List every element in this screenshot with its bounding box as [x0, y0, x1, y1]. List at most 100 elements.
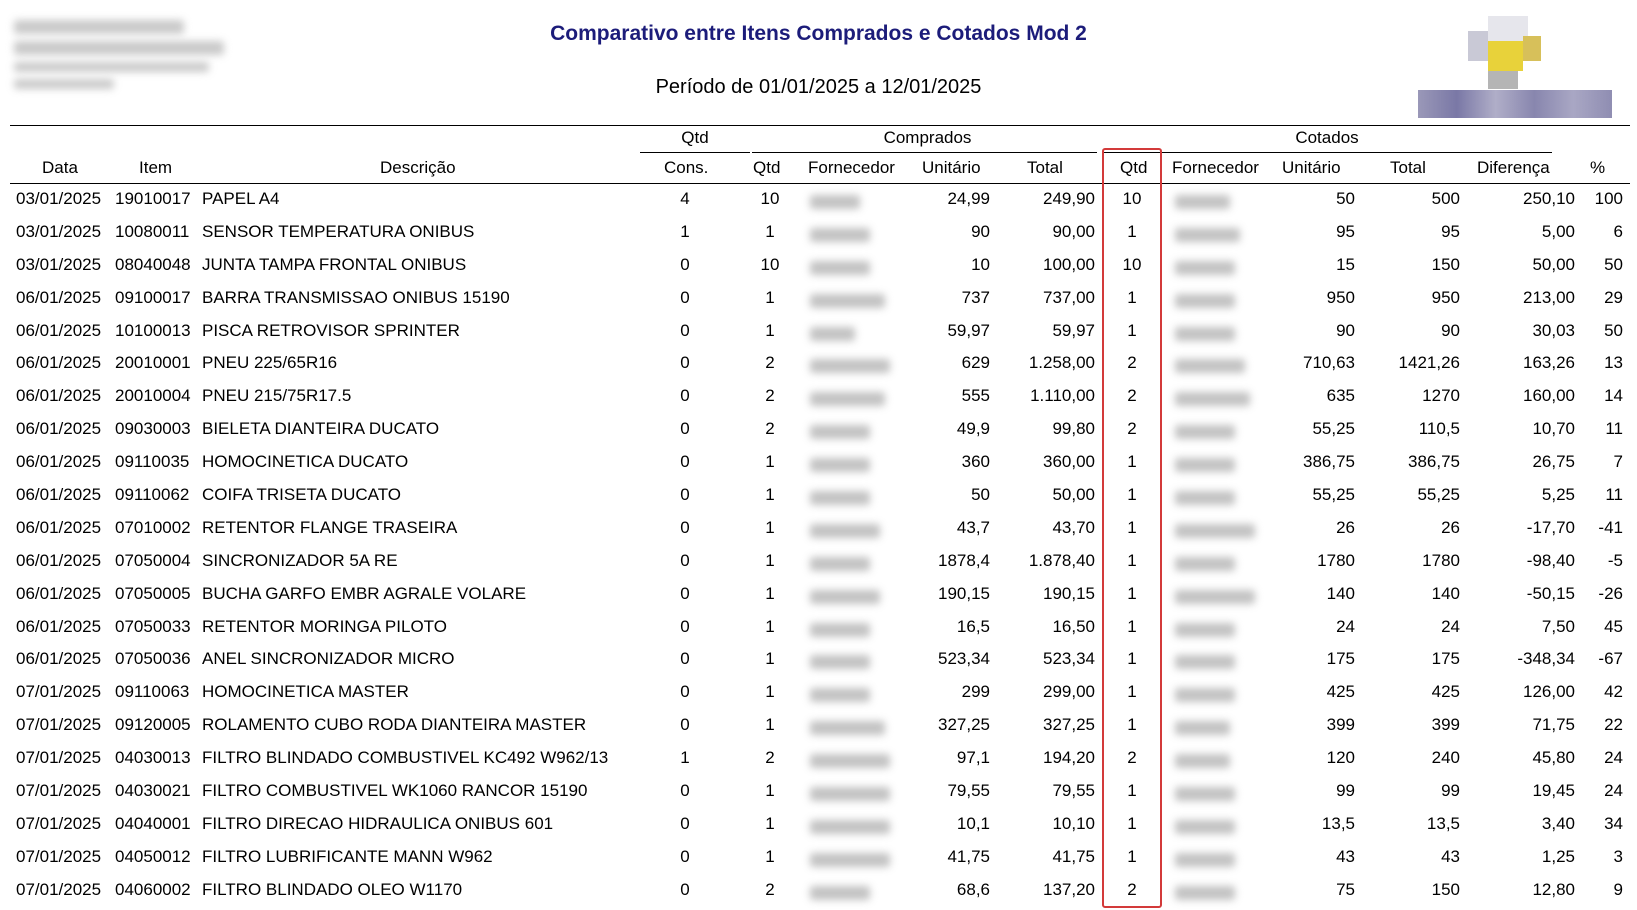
cell-qtd: 1 — [765, 715, 775, 735]
cell-desc: COIFA TRISETA DUCATO — [202, 485, 402, 505]
cell-unit-cot: 140 — [1326, 583, 1355, 603]
cell-qtd-cot: 1 — [1127, 682, 1137, 702]
cell-cons: 0 — [680, 287, 690, 307]
supplier-name-redacted — [810, 491, 870, 506]
table-row: 07/01/2025 04030021 FILTRO COMBUSTIVEL WK1… — [0, 778, 1637, 811]
cell-unit: 555 — [961, 386, 990, 406]
cell-dif: -98,40 — [1526, 550, 1575, 570]
cell-item: 04050012 — [115, 846, 191, 866]
cell-pct: 22 — [1604, 715, 1623, 735]
cell-pct: 50 — [1604, 254, 1623, 274]
group-qtd-rule — [640, 152, 750, 153]
supplier-name-redacted — [810, 655, 870, 670]
cell-total-cot: 1780 — [1422, 550, 1460, 570]
table-row: 07/01/2025 04030013 FILTRO BLINDADO COMBUS… — [0, 745, 1637, 778]
cell-qtd-cot: 2 — [1127, 353, 1137, 373]
cell-total-cot: 1270 — [1422, 386, 1460, 406]
cell-cons: 0 — [680, 846, 690, 866]
quoted-supplier-name-redacted — [1175, 556, 1235, 571]
cell-unit: 737 — [961, 287, 990, 307]
report-title: Comparativo entre Itens Comprados e Cota… — [550, 22, 1087, 45]
cell-unit-cot: 13,5 — [1321, 813, 1355, 833]
cell-desc: BUCHA GARFO EMBR AGRALE VOLARE — [202, 583, 527, 603]
cell-data: 06/01/2025 — [16, 485, 102, 505]
cell-cons: 0 — [680, 419, 690, 439]
quoted-supplier-name-redacted — [1175, 655, 1235, 670]
cell-data: 07/01/2025 — [16, 879, 102, 899]
cell-unit-cot: 43 — [1336, 846, 1355, 866]
cell-dif: 1,25 — [1541, 846, 1575, 866]
quoted-supplier-name-redacted — [1175, 622, 1235, 637]
cell-desc: FILTRO BLINDADO COMBUSTIVEL KC492 W962/1… — [202, 748, 609, 768]
cell-total: 79,55 — [1052, 781, 1095, 801]
quoted-supplier-name-redacted — [1175, 688, 1235, 703]
cell-cons: 0 — [680, 254, 690, 274]
cell-total: 90,00 — [1052, 221, 1095, 241]
cell-unit: 299 — [961, 682, 990, 702]
supplier-name-redacted — [810, 326, 855, 341]
cell-data: 03/01/2025 — [16, 221, 102, 241]
cell-total: 16,50 — [1052, 616, 1095, 636]
cell-qtd: 1 — [765, 287, 775, 307]
cell-dif: 250,10 — [1523, 189, 1575, 208]
cell-qtd-cot: 1 — [1127, 649, 1137, 669]
col-qtd: Qtd — [753, 158, 781, 177]
cell-cons: 0 — [680, 781, 690, 801]
cell-total-cot: 13,5 — [1426, 813, 1460, 833]
cell-cons: 0 — [680, 353, 690, 373]
cell-data: 06/01/2025 — [16, 419, 102, 439]
cell-unit-cot: 386,75 — [1303, 452, 1355, 472]
cell-qtd-cot: 1 — [1127, 583, 1137, 603]
cell-qtd: 2 — [765, 879, 775, 899]
cell-desc: FILTRO COMBUSTIVEL WK1060 RANCOR 15190 — [202, 781, 588, 801]
table-row: 06/01/2025 09100017 BARRA TRANSMISSAO ONIB… — [0, 285, 1637, 318]
cell-unit: 523,34 — [938, 649, 990, 669]
cell-total: 10,10 — [1052, 813, 1095, 833]
cell-dif: 5,00 — [1541, 221, 1575, 241]
report-table-body: 03/01/2025 19010017 PAPEL A4 4 10 24,99 249,90… — [0, 186, 1637, 910]
cell-total-cot: 43 — [1441, 846, 1460, 866]
cell-unit-cot: 950 — [1326, 287, 1355, 307]
quoted-supplier-name-redacted — [1175, 885, 1235, 900]
cell-unit-cot: 425 — [1326, 682, 1355, 702]
cell-pct: 11 — [1605, 419, 1623, 439]
cell-qtd: 10 — [760, 254, 780, 274]
cell-item: 04040001 — [115, 813, 191, 833]
cell-desc: PISCA RETROVISOR SPRINTER — [202, 320, 460, 340]
table-row: 03/01/2025 19010017 PAPEL A4 4 10 24,99 249,90… — [0, 186, 1637, 219]
cell-qtd: 1 — [765, 550, 775, 570]
cell-qtd-cot: 1 — [1127, 287, 1137, 307]
table-row: 07/01/2025 04060002 FILTRO BLINDADO OLEO W… — [0, 877, 1637, 910]
company-logo-redacted — [1418, 16, 1612, 118]
cell-data: 06/01/2025 — [16, 649, 102, 669]
cell-unit: 68,6 — [956, 879, 990, 899]
cell-unit-cot: 635 — [1326, 386, 1355, 406]
col-cons: Cons. — [664, 158, 709, 177]
cell-pct: 24 — [1604, 748, 1623, 768]
cell-total-cot: 150 — [1431, 879, 1460, 899]
supplier-name-redacted — [810, 458, 870, 473]
cell-qtd-cot: 1 — [1127, 715, 1137, 735]
group-cotados: Cotados — [1295, 128, 1359, 147]
cell-qtd-cot: 1 — [1127, 550, 1137, 570]
quoted-supplier-name-redacted — [1175, 787, 1235, 802]
cell-dif: 3,40 — [1541, 813, 1575, 833]
cell-unit: 43,7 — [956, 517, 990, 537]
cell-qtd: 1 — [765, 517, 775, 537]
cell-pct: 13 — [1604, 353, 1623, 373]
cell-pct: 9 — [1613, 879, 1623, 899]
table-row: 06/01/2025 10100013 PISCA RETROVISOR SPRIN… — [0, 318, 1637, 351]
supplier-name-redacted — [810, 885, 870, 900]
cell-dif: 5,25 — [1541, 485, 1575, 505]
company-info-redacted — [14, 20, 244, 96]
cell-total-cot: 26 — [1441, 517, 1460, 537]
cell-qtd-cot: 2 — [1127, 386, 1137, 406]
cell-desc: PNEU 215/75R17.5 — [202, 386, 352, 406]
quoted-supplier-name-redacted — [1175, 852, 1235, 867]
cell-qtd: 1 — [765, 781, 775, 801]
supplier-name-redacted — [810, 556, 870, 571]
cell-qtd-cot: 2 — [1127, 419, 1137, 439]
cell-data: 06/01/2025 — [16, 583, 102, 603]
cell-unit-cot: 75 — [1336, 879, 1355, 899]
cell-pct: 100 — [1594, 189, 1623, 208]
